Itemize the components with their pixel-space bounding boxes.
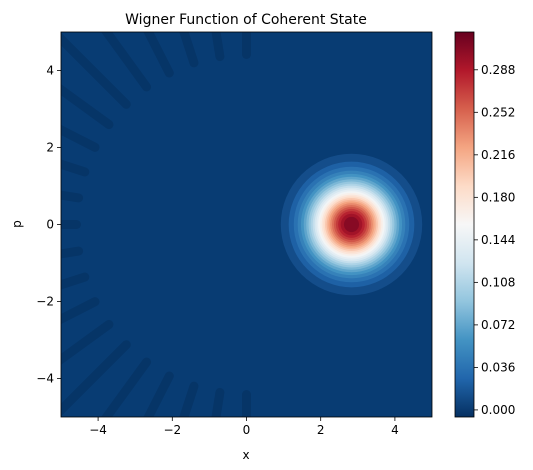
fringe-streak (179, 32, 199, 68)
fringe-streak (61, 340, 131, 417)
fringe-streak (61, 32, 131, 109)
fringe-streak (179, 381, 199, 417)
colorbar-ticks: 0.000 0.036 0.072 0.108 0.144 0.180 0.216 0.252… (474, 63, 515, 417)
fringe-streak (143, 371, 174, 417)
fringe-streak (61, 124, 100, 152)
fringe-streak (61, 297, 100, 325)
wigner-peak (280, 153, 423, 296)
interference-fringes (61, 32, 251, 417)
x-axis-ticks: −4 −2 0 2 4 (89, 417, 399, 437)
colorbar-gradient (455, 32, 474, 417)
chart-title: Wigner Function of Coherent State (125, 12, 367, 28)
colorbar-tick-label: 0.072 (481, 318, 515, 332)
colorbar-tick-label: 0.036 (481, 360, 515, 374)
y-tick-label: 4 (46, 64, 54, 78)
colorbar-tick-label: 0.252 (481, 105, 515, 119)
y-tick-label: −4 (36, 372, 54, 386)
fringe-streak (61, 319, 114, 365)
y-axis-ticks: −4 −2 0 2 4 (36, 64, 61, 386)
colorbar-tick-label: 0.144 (481, 233, 515, 247)
colorbar-tick-label: 0.216 (481, 148, 515, 162)
y-tick-label: −2 (36, 295, 54, 309)
colorbar-tick-label: 0.288 (481, 63, 515, 77)
y-tick-label: 0 (46, 218, 54, 232)
colorbar-frame (454, 31, 475, 418)
colorbar: 0.000 0.036 0.072 0.108 0.144 0.180 0.216 0.252… (454, 31, 515, 418)
fringe-streak (101, 32, 152, 92)
x-tick-label: 2 (317, 423, 325, 437)
colorbar-tick-label: 0.000 (481, 403, 515, 417)
contour-level (343, 216, 360, 233)
colorbar-tick-label: 0.108 (481, 275, 515, 289)
y-tick-label: 2 (46, 141, 54, 155)
colorbar-tick-label: 0.180 (481, 190, 515, 204)
x-tick-label: −2 (163, 423, 181, 437)
x-axis-label: x (242, 448, 249, 462)
fringe-streak (101, 357, 152, 417)
x-tick-label: −4 (89, 423, 107, 437)
y-axis-label: p (10, 220, 24, 228)
fringe-streak (143, 32, 174, 78)
x-tick-label: 0 (243, 423, 251, 437)
plot-area (61, 32, 432, 417)
x-tick-label: 4 (391, 423, 399, 437)
fringe-streak (61, 84, 114, 130)
